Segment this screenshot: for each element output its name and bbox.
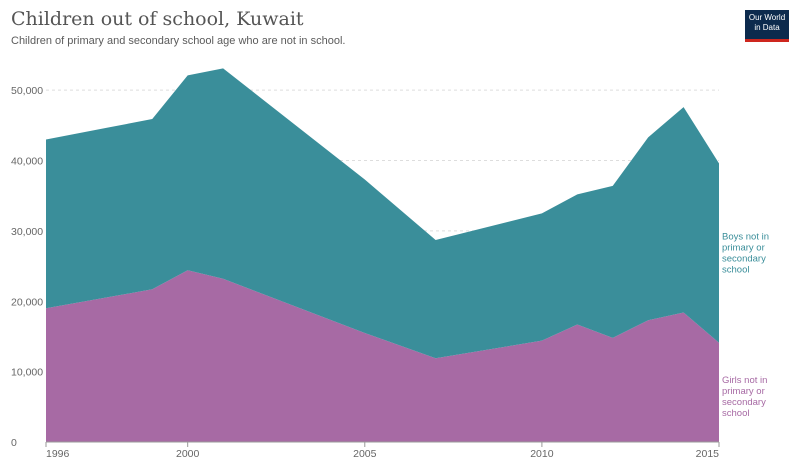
areas [46,68,719,442]
logo-line-1: Our World [748,13,786,22]
y-tick-label: 10,000 [11,367,43,379]
chart-title: Children out of school, Kuwait [11,8,304,30]
legend-label-girls: Girls not in primary or secondary school [722,375,767,419]
y-tick-label: 0 [11,437,17,449]
y-tick-label: 40,000 [11,156,43,168]
legend-label-boys: Boys not in primary or secondary school [722,232,769,276]
y-tick-label: 20,000 [11,296,43,308]
x-tick-label: 1996 [46,448,70,460]
x-tick-label: 2000 [176,448,200,460]
area-series-boys[interactable] [46,68,719,359]
logo-line-2: in Data [754,23,780,32]
axes: 0 10,000 20,000 30,000 40,000 50,000 1996 2000 2… [11,85,720,460]
owid-logo[interactable]: Our World in Data [745,10,789,42]
y-tick-label: 30,000 [11,226,43,238]
chart-subtitle: Children of primary and secondary school… [11,35,346,47]
x-tick-label: 2010 [530,448,554,460]
y-tick-label: 50,000 [11,85,43,97]
x-tick-label: 2015 [696,448,720,460]
x-tick-label: 2005 [353,448,377,460]
area-series-girls[interactable] [46,270,719,442]
legend: Girls not in primary or secondary school Boy… [722,232,769,419]
